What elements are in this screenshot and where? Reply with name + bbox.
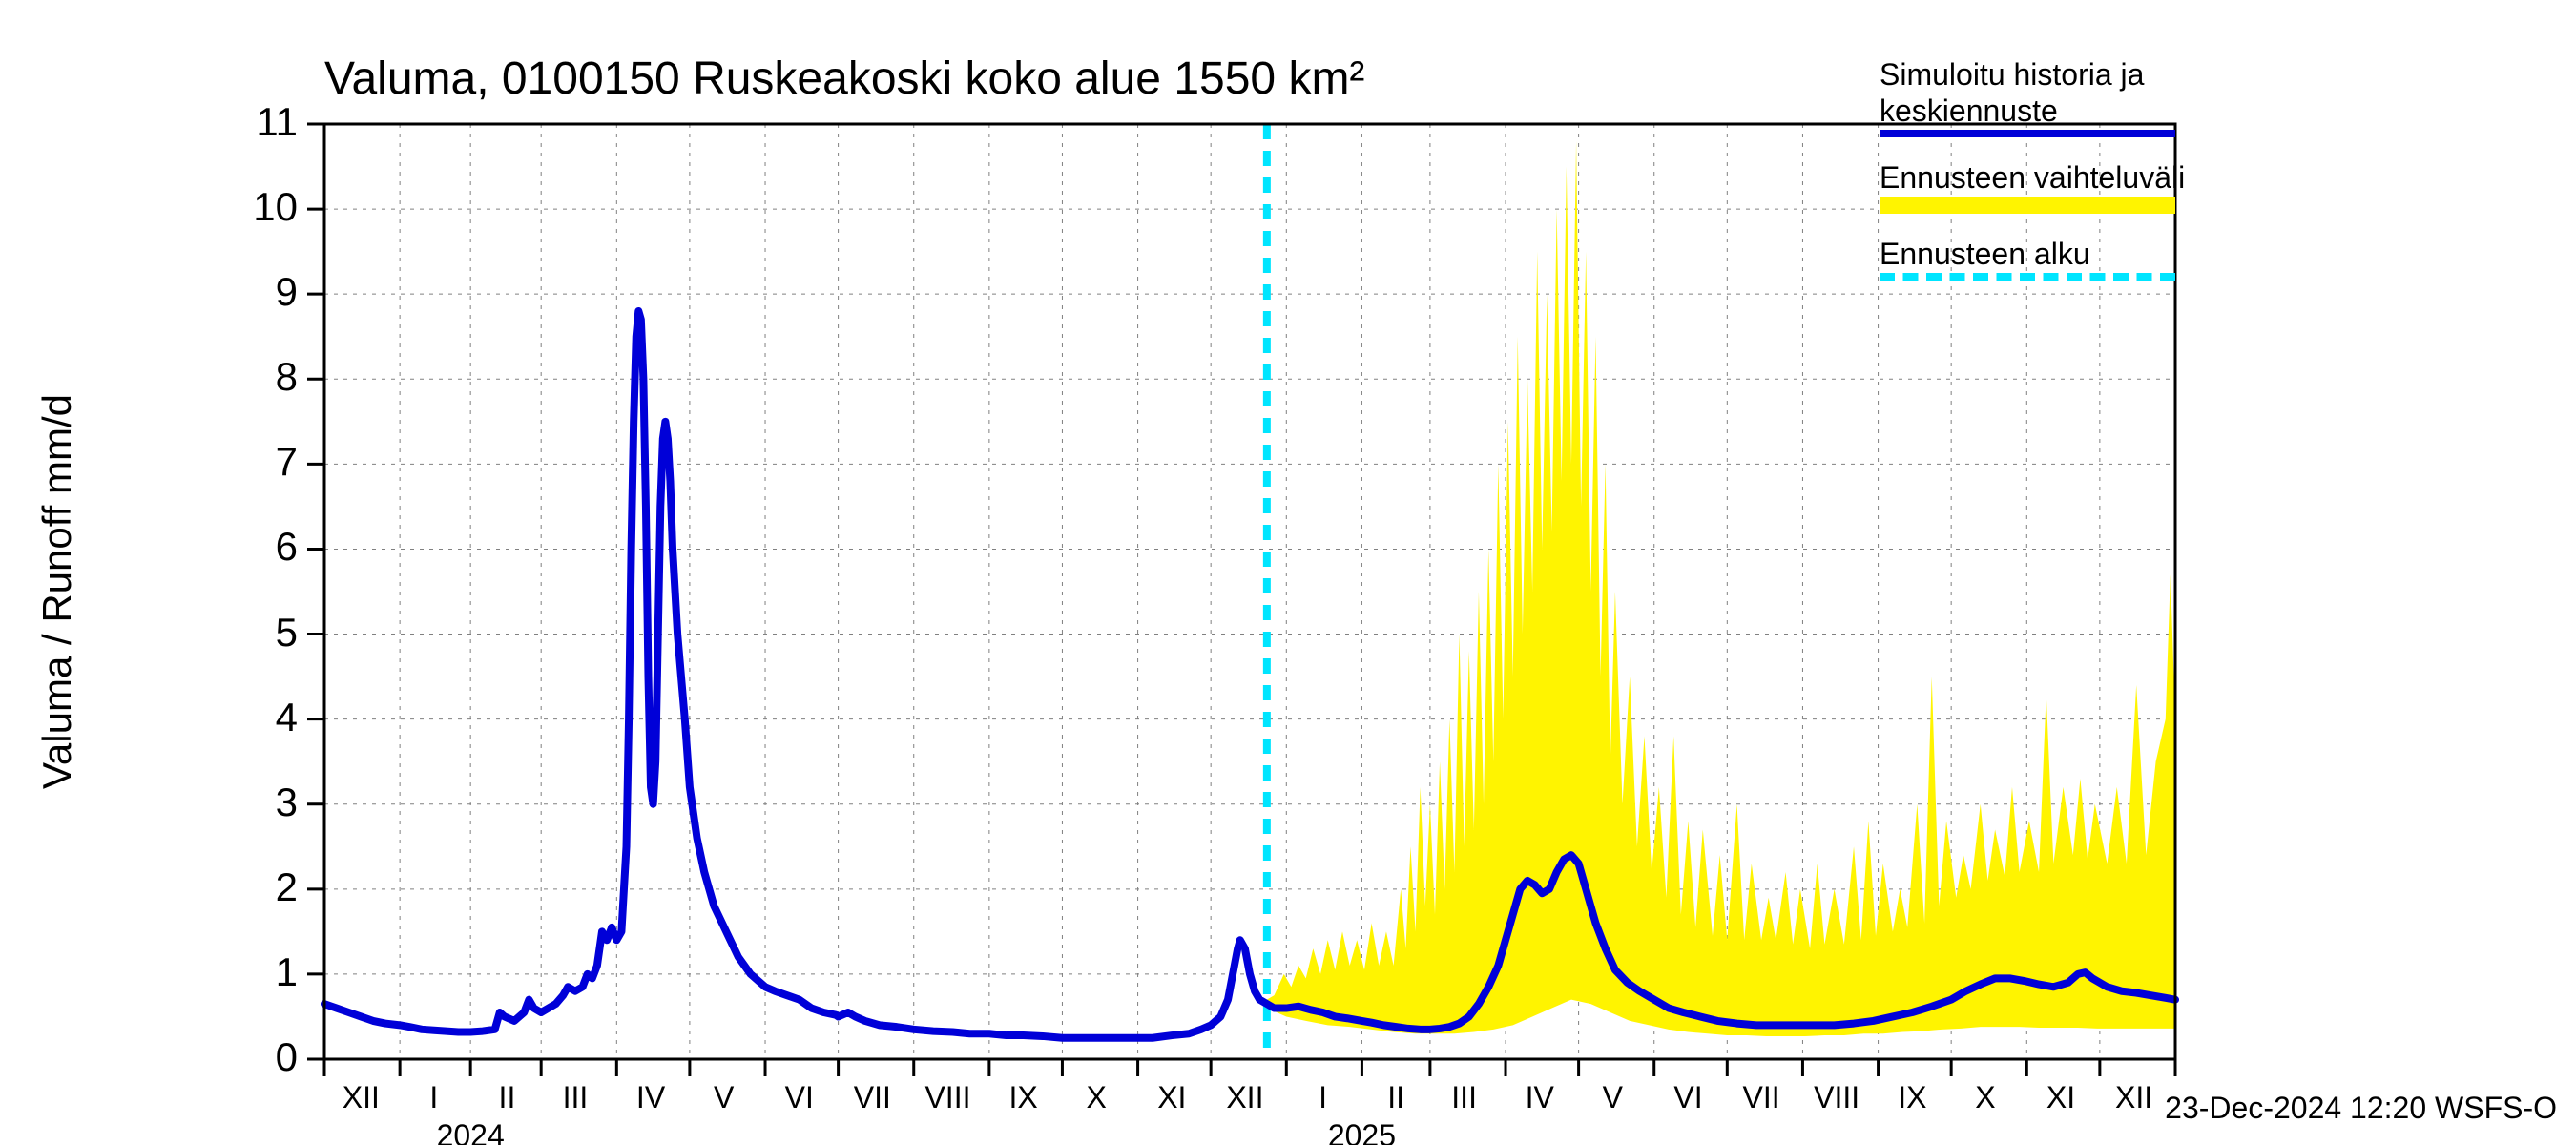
x-tick-label: II xyxy=(1387,1080,1404,1115)
x-tick-label: I xyxy=(429,1080,438,1115)
y-axis-label: Valuma / Runoff mm/d xyxy=(34,394,80,789)
x-tick-label: VIII xyxy=(924,1080,970,1115)
legend-label: Ennusteen alku xyxy=(1880,237,2090,272)
x-tick-label: XII xyxy=(343,1080,380,1115)
y-tick-label: 2 xyxy=(276,864,298,910)
legend-label: keskiennuste xyxy=(1880,94,2058,129)
x-tick-label: X xyxy=(1975,1080,1995,1115)
x-tick-label: XI xyxy=(1157,1080,1186,1115)
x-tick-label: I xyxy=(1319,1080,1327,1115)
x-tick-label: VI xyxy=(1673,1080,1702,1115)
timestamp-label: 23-Dec-2024 12:20 WSFS-O xyxy=(2165,1091,2557,1126)
legend-label: Ennusteen vaihteluväli xyxy=(1880,160,2185,196)
x-tick-label: XI xyxy=(2046,1080,2075,1115)
legend-swatch xyxy=(1880,197,2175,214)
y-tick-label: 1 xyxy=(276,949,298,995)
chart-title: Valuma, 0100150 Ruskeakoski koko alue 15… xyxy=(324,52,1364,105)
x-tick-label: VII xyxy=(1742,1080,1779,1115)
x-tick-label: III xyxy=(1451,1080,1477,1115)
x-tick-label: V xyxy=(1603,1080,1623,1115)
x-tick-label: IV xyxy=(1526,1080,1554,1115)
y-tick-label: 4 xyxy=(276,695,298,740)
x-tick-label: IV xyxy=(636,1080,665,1115)
x-tick-label: III xyxy=(563,1080,589,1115)
x-tick-label: IX xyxy=(1008,1080,1037,1115)
y-tick-label: 5 xyxy=(276,610,298,656)
legend-label: Simuloitu historia ja xyxy=(1880,57,2144,93)
x-tick-label: IX xyxy=(1898,1080,1926,1115)
x-tick-label: XII xyxy=(2115,1080,2152,1115)
y-tick-label: 9 xyxy=(276,269,298,315)
x-tick-label: VIII xyxy=(1814,1080,1859,1115)
x-tick-label: II xyxy=(499,1080,516,1115)
x-tick-label: X xyxy=(1087,1080,1107,1115)
y-tick-label: 6 xyxy=(276,524,298,570)
y-tick-label: 7 xyxy=(276,439,298,485)
legend-swatch xyxy=(1880,273,2175,281)
x-tick-label: V xyxy=(714,1080,734,1115)
year-label: 2025 xyxy=(1328,1118,1396,1145)
x-tick-label: VI xyxy=(785,1080,814,1115)
y-tick-label: 11 xyxy=(256,99,298,145)
y-tick-label: 8 xyxy=(276,354,298,400)
x-tick-label: VII xyxy=(854,1080,891,1115)
y-tick-label: 10 xyxy=(253,184,298,230)
legend-swatch xyxy=(1880,130,2175,137)
x-tick-label: XII xyxy=(1226,1080,1263,1115)
year-label: 2024 xyxy=(437,1118,505,1145)
y-tick-label: 0 xyxy=(276,1034,298,1080)
chart-container: Valuma / Runoff mm/d Valuma, 0100150 Rus… xyxy=(0,0,2576,1145)
y-tick-label: 3 xyxy=(276,780,298,825)
